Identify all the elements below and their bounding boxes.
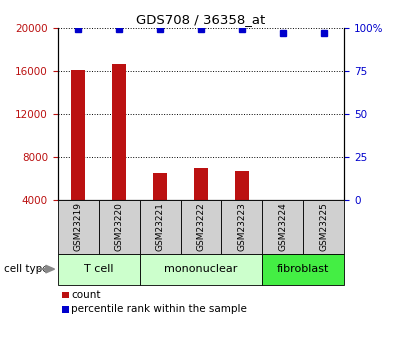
Bar — [71, 70, 85, 200]
Title: GDS708 / 36358_at: GDS708 / 36358_at — [137, 13, 265, 27]
Text: cell type: cell type — [4, 264, 49, 274]
Text: mononuclear: mononuclear — [164, 264, 238, 274]
Bar — [112, 64, 126, 200]
Text: GSM23225: GSM23225 — [319, 203, 328, 251]
Text: GSM23224: GSM23224 — [278, 203, 287, 251]
Text: GSM23219: GSM23219 — [74, 202, 83, 252]
Text: GSM23223: GSM23223 — [238, 203, 246, 251]
Text: count: count — [71, 290, 101, 299]
Text: fibroblast: fibroblast — [277, 264, 330, 274]
Text: percentile rank within the sample: percentile rank within the sample — [71, 305, 247, 314]
Bar — [194, 168, 208, 200]
Bar — [317, 200, 331, 209]
Bar — [153, 173, 167, 200]
Text: GSM23222: GSM23222 — [197, 203, 205, 251]
Text: GSM23221: GSM23221 — [156, 203, 164, 251]
Text: T cell: T cell — [84, 264, 113, 274]
Bar — [276, 200, 290, 208]
Bar — [235, 171, 249, 200]
Text: GSM23220: GSM23220 — [115, 203, 124, 251]
